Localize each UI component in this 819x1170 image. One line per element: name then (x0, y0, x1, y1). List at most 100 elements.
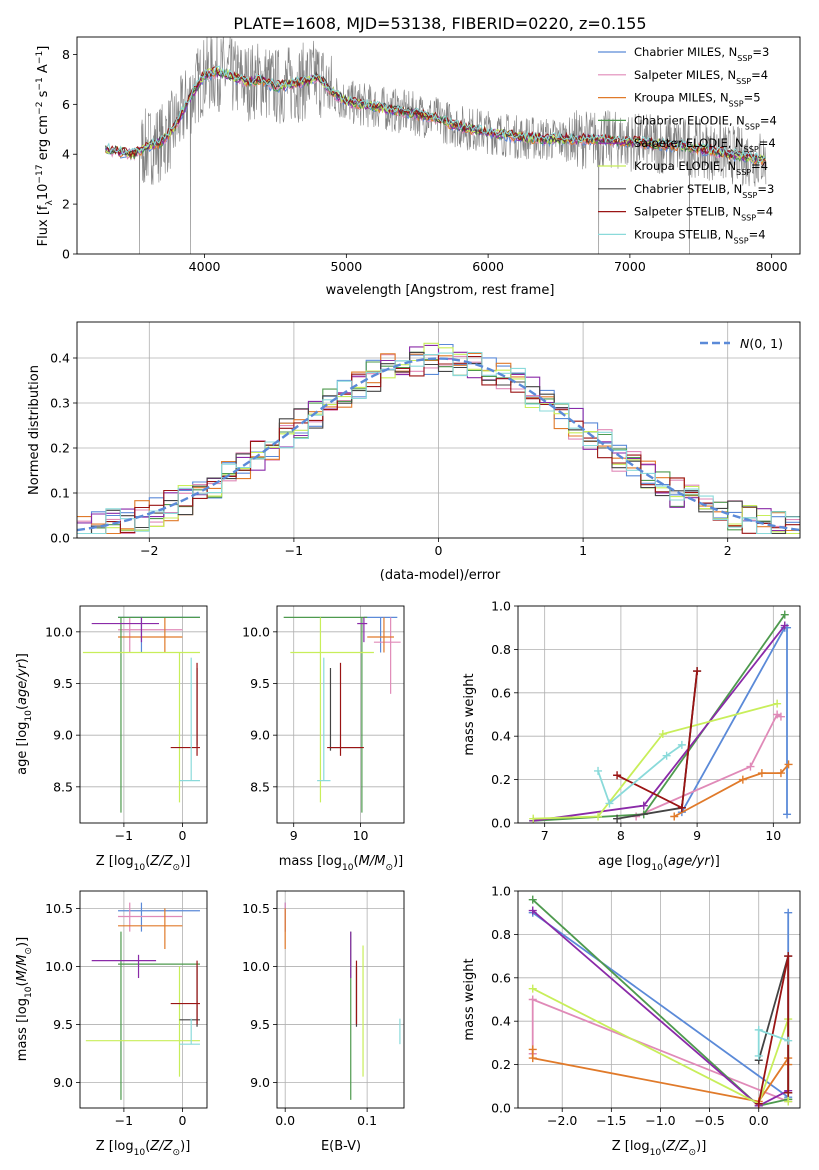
legend-label: N(0, 1) (740, 336, 783, 351)
weight-marker-kroupa_stelib (605, 799, 614, 808)
x-tick-label: −1 (115, 1113, 133, 1128)
y-axis-label: Normed distribution (27, 365, 42, 495)
y-axis-label: mass weight (462, 673, 477, 755)
y-tick-label: 0.2 (491, 1057, 511, 1072)
x-tick-label: −1.5 (596, 1113, 626, 1128)
x-tick-label: −1 (285, 543, 303, 558)
weight-marker-kroupa_elodie (784, 1097, 793, 1106)
y-tick-label: 0.0 (491, 1101, 511, 1116)
weight-marker-kroupa_stelib (754, 1025, 763, 1034)
legend-label: Chabrier ELODIE, NSSP=4 (634, 113, 777, 130)
y-tick-label: 9.5 (250, 676, 270, 691)
plot-area (284, 902, 401, 1100)
y-tick-label: 0.1 (50, 486, 70, 501)
x-tick-label: −0.5 (694, 1113, 724, 1128)
axes: 4000 5000 6000 7000 8000 0 2 4 6 8 wavelength [Ang… (35, 36, 801, 298)
plot-area (104, 37, 767, 254)
weight-marker-salpeter_elodie (639, 801, 648, 810)
y-axis-label: mass [log10(M/M⊙)] (15, 937, 34, 1061)
hist-kroupa_stelib (77, 351, 800, 535)
x-axis-label: Z [log10(Z/Z⊙)] (96, 1139, 191, 1158)
axes: 7 8 9 10 0.0 0.2 0.4 0.6 0.8 1.0 mass weight age [l… (462, 599, 801, 873)
grid (80, 891, 207, 1108)
weight-marker-kroupa_elodie (773, 699, 782, 708)
x-tick-label: 7000 (614, 259, 646, 274)
plot-area (77, 342, 800, 535)
axes: −2 −1 0 1 2 0.0 0.1 0.2 0.3 0.4 N(0, 1) (data-model… (27, 321, 801, 583)
x-tick-label: 10 (353, 828, 369, 843)
y-tick-label: 9.0 (53, 728, 73, 743)
model-kroupa_stelib (105, 65, 766, 163)
x-tick-label: −2.0 (547, 1113, 577, 1128)
legend-label: Kroupa ELODIE, NSSP=4 (634, 159, 768, 177)
y-axis-label: mass weight (462, 958, 477, 1040)
x-tick-label: −2 (140, 543, 158, 558)
x-tick-label: 0.0 (275, 1113, 295, 1128)
y-tick-label: 6 (62, 97, 70, 112)
weight-marker-kroupa_miles (528, 1045, 537, 1054)
x-tick-label: 7 (541, 828, 549, 843)
x-tick-label: 5000 (330, 259, 362, 274)
weight-marker-kroupa_miles (738, 775, 747, 784)
observed-spectrum (105, 37, 767, 254)
weight-marker-salpeter_stelib (677, 803, 686, 812)
axes-frame (76, 36, 801, 255)
y-tick-label: 0.8 (491, 927, 511, 942)
y-tick-label: 0 (62, 247, 70, 262)
x-tick-label: 1 (579, 543, 587, 558)
axes: −1 0 9.0 9.5 10.0 10.5 Z [log10(Z/Z⊙)] mass [lo… (15, 890, 208, 1158)
weight-marker-kroupa_stelib (754, 1051, 763, 1060)
normal-curve (77, 357, 800, 532)
weight-marker-kroupa_elodie (528, 984, 537, 993)
x-tick-label: 2 (724, 543, 732, 558)
model-salpeter_miles (105, 69, 766, 166)
weight-marker-kroupa_stelib (594, 766, 603, 775)
axes: −1 0 8.5 9.0 9.5 10.0 Z [log10(Z/Z⊙)] age [log1… (15, 605, 208, 873)
panel-mass_vs_Z: −1 0 9.0 9.5 10.0 10.5 Z [log10(Z/Z⊙)] mass [lo… (15, 890, 208, 1158)
weight-marker-kroupa_miles (670, 812, 679, 821)
y-tick-label: 10.0 (242, 959, 270, 974)
x-tick-label: 10 (765, 828, 781, 843)
weight-marker-salpeter_elodie (528, 906, 537, 915)
panel-mass_vs_ebv: 0.0 0.1 9.0 9.5 10.0 10.5 E(B-V) (242, 890, 405, 1154)
weight-marker-chabrier_miles (784, 908, 793, 917)
weight-line-chabrier_miles (681, 626, 788, 815)
axes: −2.0 −1.5 −1.0 −0.5 0.0 0.0 0.2 0.4 0.6 0.8 1.0 mas… (462, 884, 801, 1158)
panel-weight_vs_Z: −2.0 −1.5 −1.0 −0.5 0.0 0.0 0.2 0.4 0.6 0.8 1.0 mas… (462, 884, 801, 1158)
legend-label: Chabrier MILES, NSSP=3 (634, 45, 769, 63)
panel-spectrum: 4000 5000 6000 7000 8000 0 2 4 6 8 wavelength [Ang… (35, 36, 801, 298)
weight-marker-kroupa_stelib (677, 740, 686, 749)
weight-line-kroupa_miles (673, 763, 790, 818)
weight-marker-kroupa_miles (757, 769, 766, 778)
panel-age_vs_mass: 9 10 8.5 9.0 9.5 10.0 mass [log10(M/M⊙)] (242, 605, 405, 873)
plot-area (528, 895, 793, 1108)
weight-marker-salpeter_miles (528, 995, 537, 1004)
y-axis-label: age [log10(age/yr)] (15, 653, 34, 775)
axes-frame (79, 890, 208, 1109)
y-tick-label: 0.4 (491, 1014, 511, 1029)
weight-marker-salpeter_stelib (613, 771, 622, 780)
y-tick-label: 0.0 (491, 816, 511, 831)
plot-area (283, 616, 401, 813)
y-tick-label: 0.6 (491, 685, 511, 700)
model-chabrier_elodie (104, 68, 766, 165)
y-tick-label: 9.5 (250, 1017, 270, 1032)
grid (80, 606, 207, 823)
hist-chabrier_stelib (77, 351, 800, 535)
y-axis-label: Flux [fλ10−17 erg cm−2 s−1 A−1] (35, 46, 55, 247)
legend-label: Salpeter MILES, NSSP=4 (634, 68, 768, 86)
y-tick-label: 9.0 (53, 1075, 73, 1090)
y-tick-label: 8.5 (250, 779, 270, 794)
weight-line-kroupa_elodie (533, 702, 778, 820)
weight-line-chabrier_elodie (533, 614, 786, 822)
weight-marker-kroupa_stelib (784, 1036, 793, 1045)
y-tick-label: 9.0 (250, 728, 270, 743)
y-tick-label: 1.0 (491, 599, 511, 614)
x-tick-label: 0 (435, 543, 443, 558)
weight-marker-kroupa_stelib (662, 751, 671, 760)
y-tick-label: 9.0 (250, 1075, 270, 1090)
panel-age_vs_Z: −1 0 8.5 9.0 9.5 10.0 Z [log10(Z/Z⊙)] age [log1… (15, 605, 208, 873)
y-tick-label: 10.0 (242, 624, 270, 639)
